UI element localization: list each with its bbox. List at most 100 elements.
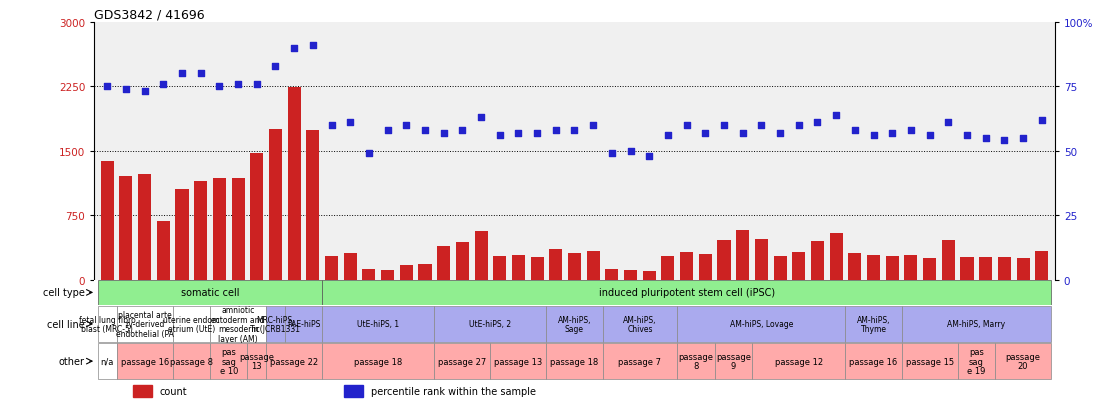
Point (883, 130, 901, 137)
Point (229, 81, 247, 88)
Point (659, 133, 677, 139)
Bar (306, 131, 319, 280)
Point (136, 89, 154, 95)
Bar (434, 306, 546, 342)
Point (211, 84, 228, 90)
Point (379, 127, 397, 134)
Point (267, 63, 285, 70)
Point (192, 71, 209, 78)
Text: passage 16: passage 16 (850, 357, 897, 366)
Point (322, 122, 340, 129)
Bar (455, 242, 469, 280)
Point (434, 130, 452, 137)
Text: AM-hiPS, Marry: AM-hiPS, Marry (947, 320, 1005, 329)
Bar (322, 306, 434, 342)
Bar (830, 233, 843, 280)
Text: cell line: cell line (47, 319, 85, 329)
Text: cell type: cell type (43, 288, 85, 298)
Text: passage 15: passage 15 (905, 357, 954, 366)
Text: UtE-hiPS, 2: UtE-hiPS, 2 (470, 320, 512, 329)
Point (752, 122, 770, 129)
Point (510, 130, 527, 137)
Text: passage
8: passage 8 (678, 352, 714, 370)
Text: percentile rank within the sample: percentile rank within the sample (371, 386, 536, 396)
Point (304, 43, 321, 49)
Bar (269, 130, 283, 280)
Bar (285, 306, 322, 342)
Bar (343, 253, 357, 280)
Point (99, 84, 116, 90)
Point (847, 127, 864, 134)
Bar (493, 257, 506, 280)
Bar (512, 255, 525, 280)
Bar (586, 252, 599, 280)
Bar (400, 265, 413, 280)
Bar (755, 240, 768, 280)
Point (921, 133, 938, 139)
Bar (138, 174, 151, 280)
Bar (568, 253, 581, 280)
Point (417, 127, 434, 134)
Bar (116, 343, 173, 380)
Bar (173, 306, 211, 342)
Bar (173, 343, 211, 380)
Bar (677, 306, 845, 342)
Point (529, 130, 546, 137)
Bar (288, 88, 300, 280)
Bar (325, 257, 338, 280)
Text: fetal lung fibro
blast (MRC-5): fetal lung fibro blast (MRC-5) (79, 315, 135, 333)
Text: GDS3842 / 41696: GDS3842 / 41696 (94, 9, 205, 21)
Point (1033, 117, 1050, 124)
Text: passage 7: passage 7 (618, 357, 661, 366)
Text: induced pluripotent stem cell (iPSC): induced pluripotent stem cell (iPSC) (598, 288, 774, 298)
Bar (643, 271, 656, 280)
Bar (546, 306, 603, 342)
Bar (474, 232, 488, 280)
Bar (116, 306, 173, 342)
Bar (603, 306, 677, 342)
Bar (266, 306, 285, 342)
Bar (101, 161, 114, 280)
Bar (923, 258, 936, 280)
Point (248, 81, 266, 88)
Bar (175, 190, 188, 280)
Bar (211, 306, 266, 342)
Text: passage
20: passage 20 (1006, 352, 1040, 370)
Point (809, 120, 827, 126)
Text: passage 8: passage 8 (170, 357, 213, 366)
Bar (434, 343, 491, 380)
Bar (957, 343, 995, 380)
Text: UtE-hiPS, 1: UtE-hiPS, 1 (357, 320, 399, 329)
Bar (194, 181, 207, 280)
Bar (546, 343, 603, 380)
Point (1014, 135, 1032, 142)
Point (771, 130, 789, 137)
Bar (603, 343, 677, 380)
Text: passage 22: passage 22 (270, 357, 318, 366)
Point (360, 151, 378, 157)
Point (117, 86, 135, 93)
Point (472, 114, 490, 121)
Point (398, 122, 416, 129)
Bar (624, 271, 637, 280)
Point (453, 127, 471, 134)
Point (565, 127, 583, 134)
Text: passage
9: passage 9 (716, 352, 751, 370)
Text: amniotic
ectoderm and
mesoderm
layer (AM): amniotic ectoderm and mesoderm layer (AM… (212, 305, 265, 343)
Bar (266, 343, 322, 380)
Point (977, 135, 995, 142)
Bar (213, 179, 226, 280)
Bar (902, 343, 957, 380)
Bar (247, 343, 266, 380)
Point (285, 45, 302, 52)
Point (864, 133, 882, 139)
Point (154, 81, 172, 88)
Text: count: count (160, 386, 187, 396)
Bar (322, 280, 1051, 305)
Bar (961, 257, 974, 280)
Bar (792, 253, 806, 280)
Bar (902, 306, 1051, 342)
Bar (677, 343, 715, 380)
Bar (531, 257, 544, 280)
Point (790, 122, 808, 129)
